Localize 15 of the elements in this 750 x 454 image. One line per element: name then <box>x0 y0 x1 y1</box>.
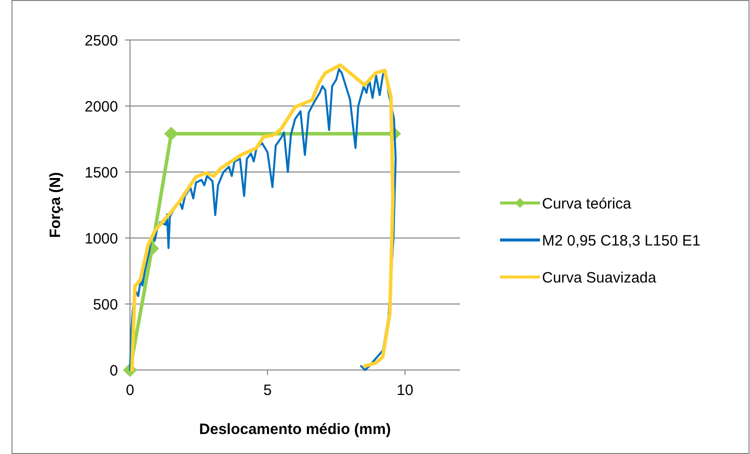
y-tick-label: 2000 <box>84 98 118 116</box>
legend-label: M2 0,95 C18,3 L150 E1 <box>542 232 700 250</box>
x-tick-label: 10 <box>396 382 414 399</box>
legend-label: Curva Suavizada <box>542 269 657 286</box>
y-tick-label: 1000 <box>84 230 118 248</box>
x-tick-label: 0 <box>126 382 134 399</box>
legend-label: Curva teórica <box>542 195 632 212</box>
y-axis-title: Força (N) <box>47 172 64 238</box>
y-tick-label: 2500 <box>84 32 118 50</box>
y-tick-label: 1500 <box>84 164 118 182</box>
point <box>164 126 178 141</box>
x-axis-title: Deslocamento médio (mm) <box>199 421 391 438</box>
y-tick-label: 500 <box>92 296 118 314</box>
y-tick-label: 0 <box>110 362 118 380</box>
x-tick-label: 5 <box>263 382 272 399</box>
